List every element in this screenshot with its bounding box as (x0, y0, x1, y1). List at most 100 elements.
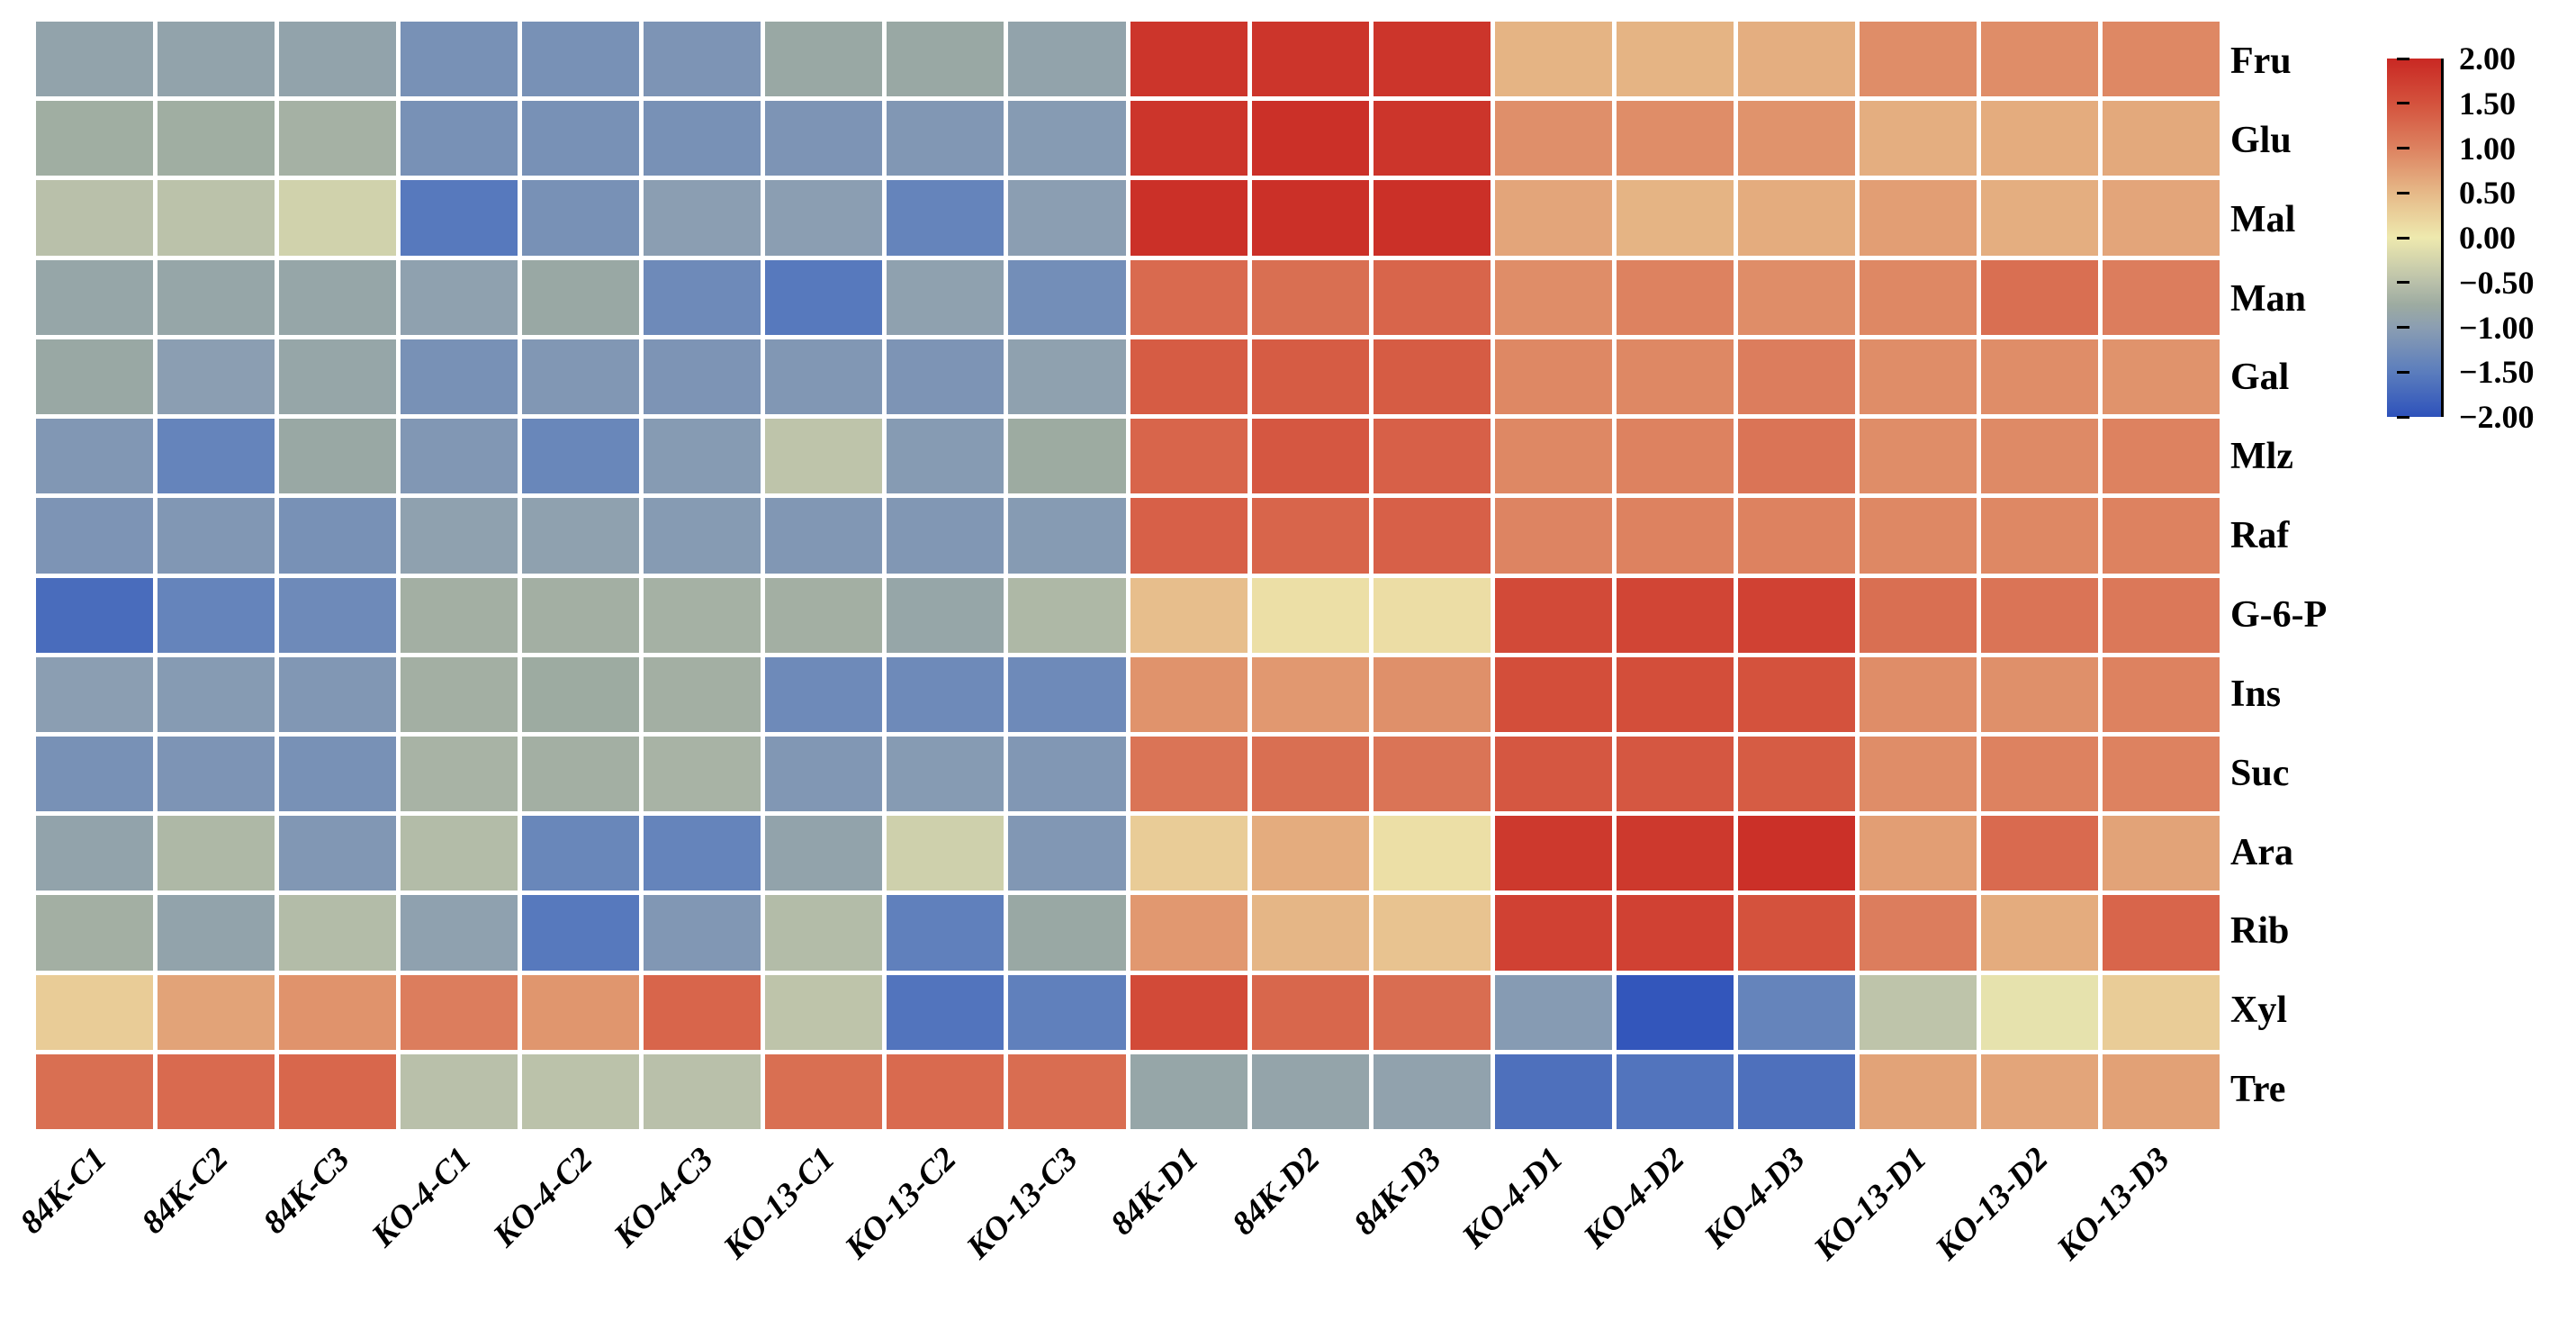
heatmap-cell (1130, 577, 1247, 653)
heatmap-cell (2102, 339, 2220, 415)
heatmap-cell (1737, 339, 1855, 415)
heatmap-cell (2102, 22, 2220, 97)
column-label: 84K-C1 (14, 1140, 114, 1242)
column-label: 84K-D2 (1225, 1140, 1328, 1243)
colorbar-tick-label: −1.50 (2459, 354, 2535, 391)
heatmap-cell (279, 974, 397, 1050)
row-label: G-6-P (2230, 593, 2328, 636)
heatmap-cell (1494, 259, 1612, 335)
heatmap-cell (1980, 656, 2098, 732)
heatmap-cell (36, 22, 154, 97)
heatmap-cell (1130, 736, 1247, 812)
heatmap-cell (1859, 22, 1977, 97)
colorbar-tick (2397, 102, 2409, 105)
heatmap-cell (1008, 895, 1126, 971)
heatmap-cell (279, 180, 397, 256)
heatmap-cell (765, 180, 883, 256)
heatmap-cell (1251, 259, 1369, 335)
heatmap-cell (1859, 736, 1977, 812)
column-label: KO-13-D2 (1928, 1140, 2056, 1268)
heatmap-cell (401, 974, 518, 1050)
heatmap-cell (887, 498, 1004, 574)
heatmap-cell (765, 736, 883, 812)
heatmap-cell (401, 895, 518, 971)
colorbar-tick (2397, 370, 2409, 374)
heatmap-cell (1008, 339, 1126, 415)
heatmap-cell (158, 22, 275, 97)
colorbar-tick-label: 1.50 (2459, 85, 2516, 122)
heatmap-cell (158, 259, 275, 335)
heatmap-cell (887, 736, 1004, 812)
heatmap-cell (158, 736, 275, 812)
heatmap-cell (1859, 656, 1977, 732)
row-label: Glu (2230, 119, 2292, 161)
heatmap-cell (1130, 656, 1247, 732)
heatmap-cell (36, 101, 154, 176)
heatmap-cell (644, 895, 761, 971)
heatmap-cell (1737, 259, 1855, 335)
heatmap-cell (644, 180, 761, 256)
heatmap-cell (1859, 1053, 1977, 1129)
heatmap-cell (1373, 339, 1491, 415)
heatmap-cell (1616, 1053, 1734, 1129)
heatmap-cell (1008, 259, 1126, 335)
heatmap-cell (1494, 498, 1612, 574)
heatmap-cell (1494, 656, 1612, 732)
column-label: KO-13-D1 (1806, 1140, 1934, 1268)
heatmap-cell (1130, 974, 1247, 1050)
colorbar-tick (2397, 191, 2409, 194)
column-label: KO-4-D2 (1576, 1140, 1692, 1256)
heatmap-cell (1737, 180, 1855, 256)
heatmap-cell (1251, 498, 1369, 574)
heatmap-cell (1980, 816, 2098, 891)
heatmap-cell (279, 22, 397, 97)
column-label: KO-4-D3 (1698, 1140, 1813, 1256)
heatmap-cell (401, 498, 518, 574)
heatmap-cell (36, 656, 154, 732)
heatmap-cell (644, 1053, 761, 1129)
colorbar-tick (2397, 326, 2409, 329)
heatmap-grid (36, 22, 2220, 1129)
heatmap-cell (158, 816, 275, 891)
heatmap-cell (887, 339, 1004, 415)
heatmap-cell (279, 339, 397, 415)
heatmap-cell (279, 656, 397, 732)
heatmap-cell (765, 974, 883, 1050)
heatmap-cell (1616, 259, 1734, 335)
heatmap-cell (36, 816, 154, 891)
heatmap-cell (522, 577, 640, 653)
heatmap-cell (1251, 895, 1369, 971)
heatmap-cell (2102, 577, 2220, 653)
heatmap-cell (1494, 816, 1612, 891)
heatmap-cell (1980, 577, 2098, 653)
heatmap-cell (1008, 974, 1126, 1050)
heatmap-cell (2102, 419, 2220, 494)
heatmap-cell (1616, 498, 1734, 574)
heatmap-cell (522, 1053, 640, 1129)
row-label: Raf (2230, 515, 2290, 557)
heatmap-cell (401, 22, 518, 97)
colorbar-tick (2397, 415, 2409, 419)
heatmap-cell (1859, 816, 1977, 891)
heatmap-cell (279, 577, 397, 653)
colorbar-tick-label: −2.00 (2459, 399, 2535, 435)
heatmap-cell (1859, 974, 1977, 1050)
heatmap-cell (1616, 816, 1734, 891)
heatmap-cell (158, 1053, 275, 1129)
heatmap-cell (1008, 656, 1126, 732)
heatmap-cell (1494, 974, 1612, 1050)
heatmap-cell (279, 736, 397, 812)
heatmap-cell (887, 577, 1004, 653)
heatmap-cell (1494, 180, 1612, 256)
heatmap-cell (36, 1053, 154, 1129)
colorbar-tick (2397, 147, 2409, 149)
row-label: Mlz (2230, 436, 2293, 478)
heatmap-cell (1616, 656, 1734, 732)
column-label: 84K-C3 (256, 1140, 357, 1242)
heatmap-cell (36, 339, 154, 415)
heatmap-cell (279, 101, 397, 176)
heatmap-cell (1616, 895, 1734, 971)
heatmap-cell (1859, 419, 1977, 494)
heatmap-cell (1980, 22, 2098, 97)
heatmap-cell (1980, 180, 2098, 256)
